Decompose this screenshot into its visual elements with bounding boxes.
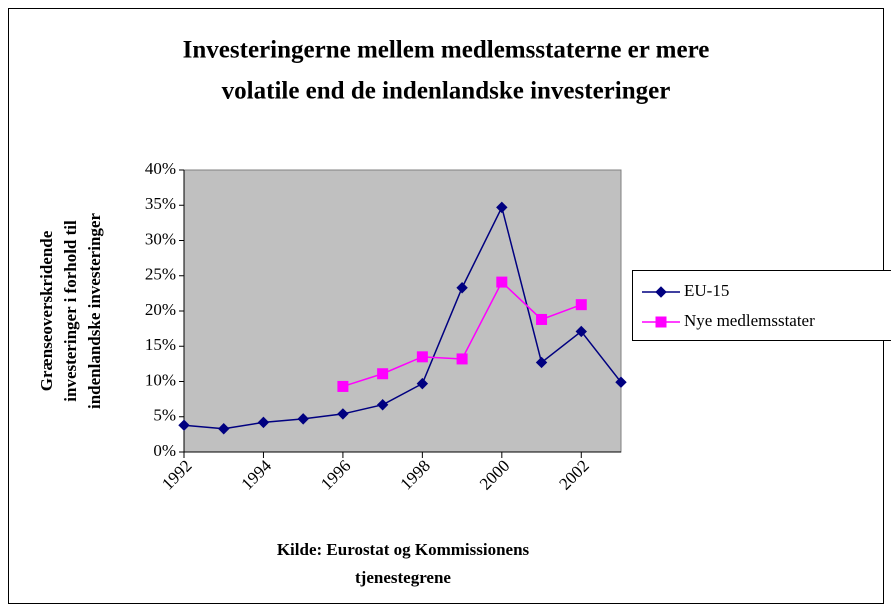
source-note: Kilde: Eurostat og Kommissionens [277,540,530,559]
legend-marker [655,286,667,298]
y-axis-title-line: investeringer i forhold til [61,220,80,402]
data-point [575,299,587,311]
data-point [376,399,389,411]
data-point [337,408,349,420]
data-point [456,353,468,365]
source-note: tjenestegrene [355,568,451,587]
data-point [218,423,230,435]
series-line [183,205,622,430]
data-point [257,416,270,429]
data-point [178,419,190,431]
data-point [615,376,627,388]
y-tick-label: 20% [145,300,176,319]
y-tick-label: 30% [145,229,176,248]
y-tick-label: 40% [145,159,176,178]
y-tick-label: 10% [145,370,176,389]
legend-label: EU-15 [684,281,729,300]
y-tick-label: 0% [153,441,176,460]
chart-title: Investeringerne mellem medlemsstaterne e… [183,37,710,64]
plot-area [183,169,622,453]
data-point [337,380,349,392]
legend-label: Nye medlemsstater [684,311,815,330]
legend [632,270,891,341]
y-tick-label: 15% [145,335,176,354]
data-point [575,325,587,338]
data-point [377,368,389,380]
data-point [297,413,309,425]
y-tick-label: 5% [153,406,176,425]
data-point [536,313,548,325]
data-point [535,356,548,369]
chart-title: volatile end de indenlandske investering… [222,78,671,105]
data-point [416,377,429,390]
y-tick-label: 25% [145,265,176,284]
y-axis-title: Grænseoverskridende investeringer i forh… [37,213,104,409]
data-point [456,282,468,294]
y-tick-label: 35% [145,194,176,213]
legend-marker [655,316,667,328]
data-point [496,201,508,214]
data-point [416,351,428,363]
y-axis-title-line: Grænseoverskridende [37,230,56,391]
data-point [496,276,508,288]
y-axis-title-line: indenlandske investeringer [85,213,104,409]
